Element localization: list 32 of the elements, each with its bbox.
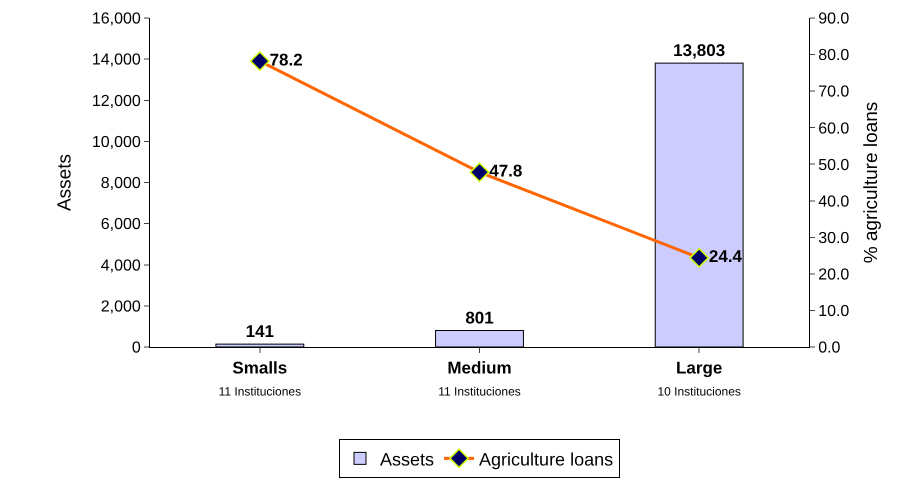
y2-tick-label: 20.0	[818, 266, 850, 284]
y-tick-label: 8,000	[100, 175, 141, 192]
y-axis-title: Assets	[54, 154, 76, 212]
y2-tick-label: 0.0	[818, 340, 841, 357]
y-tick-label: 16,000	[92, 10, 141, 28]
y-tick-label: 12,000	[92, 92, 141, 110]
data-label: 24.4	[708, 247, 743, 266]
y2-tick-label: 10.0	[818, 303, 850, 320]
y-tick-label: 6,000	[100, 216, 141, 234]
y-tick-label: 2,000	[100, 298, 141, 316]
data-label: 78.2	[270, 50, 303, 70]
y2-tick-label: 60.0	[818, 120, 850, 138]
y-tick-label: 14,000	[92, 52, 141, 69]
legend-label: Assets	[380, 449, 434, 470]
data-label: 801	[465, 308, 494, 328]
y-tick-label: 10,000	[92, 134, 141, 151]
legend-label: Agriculture loans	[479, 449, 614, 470]
y-tick-label: 0	[132, 340, 141, 357]
y2-tick-label: 70.0	[818, 84, 850, 101]
data-label: 141	[246, 322, 274, 342]
y2-tick-label: 50.0	[818, 156, 850, 174]
y2-tick-label: 30.0	[818, 230, 850, 247]
y2-tick-label: 40.0	[818, 193, 850, 210]
y2-tick-label: 90.0	[818, 10, 850, 28]
y2-axis-title: % agriculture loans	[861, 102, 882, 264]
data-label: 13,803	[673, 41, 726, 60]
y2-tick-label: 80.0	[818, 47, 850, 64]
x-tick-label: Medium 11 Instituciones	[438, 358, 521, 398]
x-tick-label: Large 10 Instituciones	[657, 358, 741, 398]
y-tick-label: 4,000	[100, 257, 141, 274]
x-tick-label: Smalls 11 Instituciones	[218, 358, 302, 398]
data-label: 47.8	[489, 162, 522, 181]
